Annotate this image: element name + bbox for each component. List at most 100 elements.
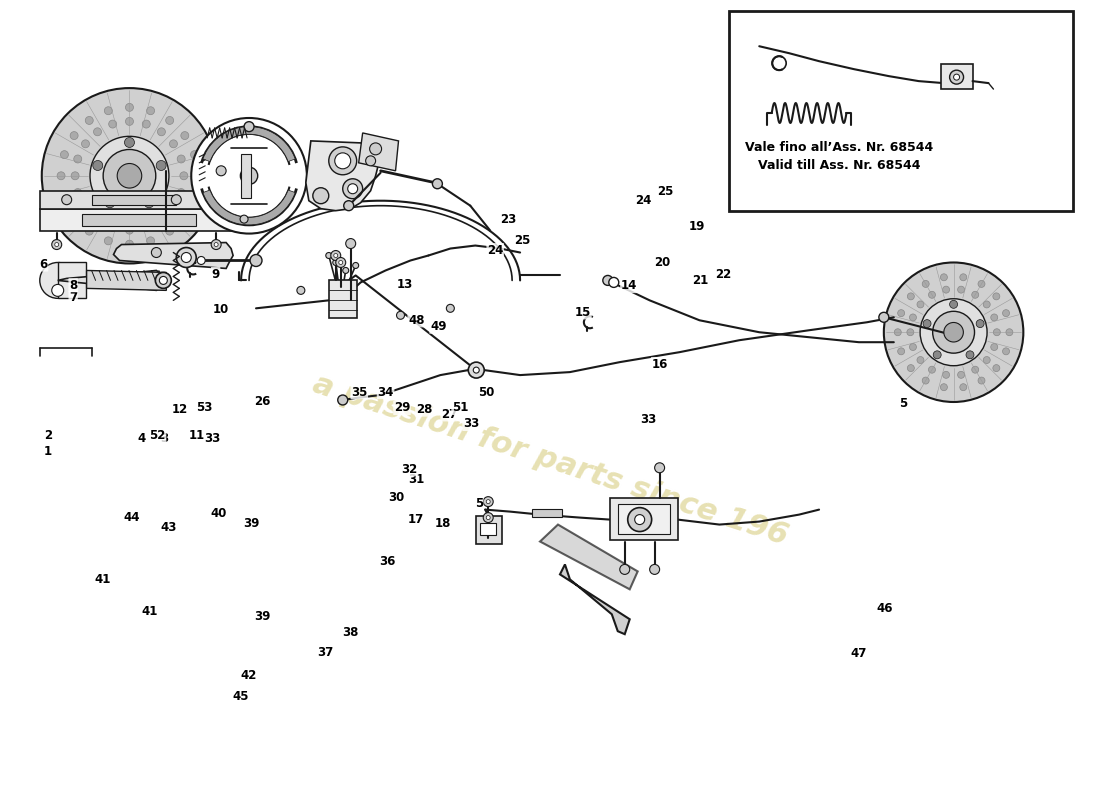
Circle shape <box>118 163 142 188</box>
Circle shape <box>74 155 81 163</box>
Circle shape <box>365 156 375 166</box>
Circle shape <box>104 198 114 208</box>
Text: Vale fino all’Ass. Nr. 68544: Vale fino all’Ass. Nr. 68544 <box>745 141 933 154</box>
Circle shape <box>94 128 101 136</box>
Circle shape <box>297 286 305 294</box>
Circle shape <box>214 242 218 246</box>
Text: 2: 2 <box>44 430 52 442</box>
Polygon shape <box>87 270 166 290</box>
Text: 23: 23 <box>500 214 517 226</box>
Circle shape <box>104 106 112 114</box>
Bar <box>57 262 86 298</box>
Text: 50: 50 <box>478 386 495 398</box>
Text: 43: 43 <box>161 521 177 534</box>
Circle shape <box>971 366 979 373</box>
Circle shape <box>180 131 189 139</box>
Circle shape <box>81 204 89 212</box>
Circle shape <box>966 351 974 358</box>
Circle shape <box>331 250 341 261</box>
Circle shape <box>920 298 987 366</box>
Text: 31: 31 <box>408 474 425 486</box>
Circle shape <box>70 131 78 139</box>
Circle shape <box>772 56 786 70</box>
Circle shape <box>928 366 935 373</box>
Circle shape <box>152 247 162 258</box>
Circle shape <box>343 267 349 274</box>
Text: a passion for parts since 196: a passion for parts since 196 <box>309 369 791 550</box>
Polygon shape <box>202 126 295 162</box>
Circle shape <box>353 262 359 269</box>
Circle shape <box>125 118 133 126</box>
Text: 49: 49 <box>430 320 447 333</box>
Circle shape <box>142 223 151 231</box>
Text: 30: 30 <box>388 490 405 504</box>
Text: 24: 24 <box>487 244 504 257</box>
Circle shape <box>910 343 916 350</box>
Circle shape <box>923 320 931 327</box>
Circle shape <box>917 357 924 363</box>
Circle shape <box>52 239 62 250</box>
Circle shape <box>240 215 249 223</box>
Text: 22: 22 <box>715 267 732 281</box>
Text: 39: 39 <box>254 610 271 623</box>
Circle shape <box>933 311 975 353</box>
Bar <box>476 515 503 543</box>
Text: 25: 25 <box>657 185 673 198</box>
Circle shape <box>922 281 930 287</box>
Circle shape <box>40 262 76 298</box>
Circle shape <box>86 227 94 235</box>
Circle shape <box>370 143 382 155</box>
Circle shape <box>348 184 358 194</box>
Circle shape <box>55 242 58 246</box>
Text: 28: 28 <box>416 403 432 416</box>
Circle shape <box>958 286 965 293</box>
Circle shape <box>908 365 914 371</box>
Circle shape <box>197 257 206 265</box>
Text: 21: 21 <box>692 274 708 287</box>
Text: 17: 17 <box>408 513 425 526</box>
Circle shape <box>166 227 174 235</box>
Text: 13: 13 <box>397 278 414 291</box>
Circle shape <box>333 254 338 258</box>
Circle shape <box>933 351 942 358</box>
Circle shape <box>343 201 354 210</box>
Circle shape <box>333 259 339 266</box>
Circle shape <box>103 150 156 202</box>
Circle shape <box>908 293 914 300</box>
Text: Valid till Ass. Nr. 68544: Valid till Ass. Nr. 68544 <box>758 159 921 172</box>
Circle shape <box>469 362 484 378</box>
Circle shape <box>883 262 1023 402</box>
Text: 45: 45 <box>232 690 249 703</box>
Circle shape <box>894 329 901 336</box>
Circle shape <box>94 216 101 224</box>
Circle shape <box>176 247 196 267</box>
Circle shape <box>483 513 493 522</box>
Text: 4: 4 <box>138 432 145 445</box>
Circle shape <box>241 167 257 185</box>
Circle shape <box>146 237 155 245</box>
Polygon shape <box>306 141 381 210</box>
Text: 39: 39 <box>244 517 260 530</box>
Circle shape <box>125 240 133 248</box>
Circle shape <box>949 300 958 308</box>
Circle shape <box>190 193 198 201</box>
Circle shape <box>991 314 998 321</box>
Bar <box>329 281 356 318</box>
Circle shape <box>910 314 916 321</box>
Circle shape <box>60 150 68 158</box>
Circle shape <box>898 310 904 317</box>
Text: 11: 11 <box>189 430 206 442</box>
Bar <box>609 498 678 539</box>
Circle shape <box>954 74 959 80</box>
Circle shape <box>60 193 68 201</box>
Circle shape <box>125 226 133 234</box>
Text: 52: 52 <box>150 430 166 442</box>
Bar <box>729 11 1074 210</box>
Text: 25: 25 <box>515 234 531 247</box>
Circle shape <box>57 172 65 180</box>
Text: 48: 48 <box>408 314 425 326</box>
Text: 3: 3 <box>161 432 168 445</box>
Circle shape <box>635 514 645 525</box>
Circle shape <box>346 306 354 314</box>
Circle shape <box>125 103 133 111</box>
